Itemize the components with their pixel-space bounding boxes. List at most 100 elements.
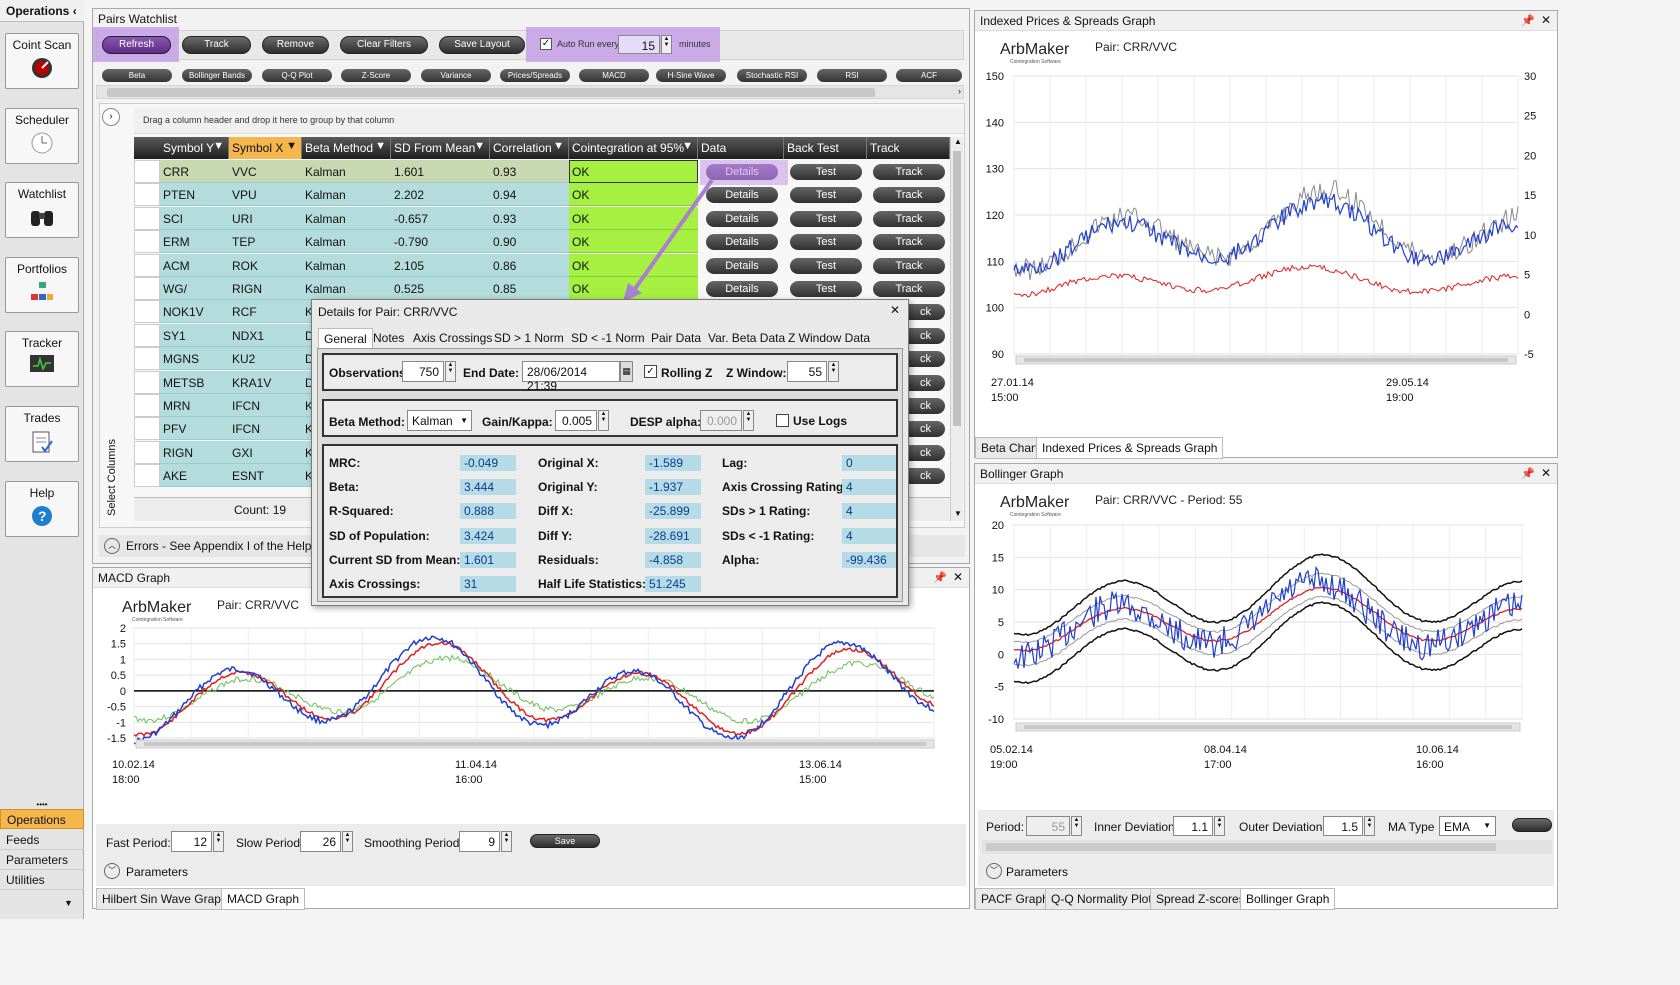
expand-params-icon[interactable]: ﹀	[986, 863, 1002, 879]
details-tab-z-window-data[interactable]: Z Window Data	[788, 331, 871, 345]
track-row-button[interactable]: Track	[873, 187, 945, 203]
pin-icon[interactable]: 📌	[933, 572, 947, 584]
chart-pill-bollinger-bands[interactable]: Bollinger Bands	[182, 69, 252, 82]
column-header-symbol-y[interactable]: Symbol Y ▼	[160, 137, 229, 159]
expand-errors-icon[interactable]: ︿	[104, 538, 120, 554]
table-row[interactable]	[160, 230, 569, 253]
close-icon[interactable]: ✕	[1540, 466, 1551, 480]
row-selector[interactable]	[134, 277, 160, 300]
table-row[interactable]	[160, 464, 312, 487]
chart-pill-q-q-plot[interactable]: Q-Q Plot	[262, 69, 332, 82]
chart-scroll-thumb[interactable]	[1024, 725, 1512, 729]
pills-scroll-thumb[interactable]	[107, 88, 875, 97]
bollinger-params-scrollbar[interactable]	[982, 840, 1552, 854]
period-spinner[interactable]: ▲ ▼	[1071, 816, 1082, 836]
scroll-down-icon[interactable]: ▼	[954, 509, 962, 518]
track-row-button[interactable]: ck	[900, 351, 945, 367]
remove-button[interactable]: Remove	[262, 36, 329, 54]
autorun-checkbox[interactable]: ✓	[540, 38, 552, 50]
period-input[interactable]: 55	[1026, 816, 1070, 836]
table-row[interactable]	[160, 371, 312, 394]
bollinger-params-scroll-thumb[interactable]	[986, 843, 1496, 851]
outer-deviation-input[interactable]: 1.5	[1323, 816, 1363, 836]
scroll-right-icon[interactable]: ›	[958, 86, 961, 96]
row-selector[interactable]	[134, 160, 160, 183]
sidebar-nav-dropdown-icon[interactable]: ▼	[64, 898, 73, 908]
chart-pill-variance[interactable]: Variance	[421, 69, 491, 82]
track-row-button[interactable]: Track	[873, 281, 945, 297]
row-selector[interactable]	[134, 207, 160, 230]
expand-params-icon[interactable]: ﹀	[104, 863, 120, 879]
end-date-input[interactable]: 28/06/2014 21:39	[522, 361, 620, 393]
filter-icon[interactable]: ▼	[213, 140, 224, 152]
refresh-button[interactable]: Refresh	[102, 36, 171, 54]
z-window-input[interactable]: 55	[787, 361, 827, 382]
autorun-minutes-input[interactable]: 15	[618, 35, 660, 54]
save-layout-button[interactable]: Save Layout	[439, 36, 525, 54]
details-button[interactable]: Details	[706, 281, 778, 297]
track-row-button[interactable]: ck	[900, 304, 945, 320]
filter-icon[interactable]: ▼	[375, 140, 386, 152]
column-header-back-test[interactable]: Back Test	[784, 137, 867, 159]
table-row[interactable]	[160, 441, 312, 464]
select-columns-label[interactable]: Select Columns	[106, 438, 118, 516]
filter-icon[interactable]: ▼	[286, 140, 297, 152]
close-icon[interactable]: ✕	[890, 303, 901, 317]
details-tab-axis-crossings[interactable]: Axis Crossings	[413, 331, 493, 345]
track-row-button[interactable]: ck	[900, 398, 945, 414]
expand-grid-icon[interactable]: ›	[102, 108, 120, 126]
chart-pill-macd[interactable]: MACD	[579, 69, 649, 82]
pills-scrollbar[interactable]: ›	[96, 85, 964, 99]
tab-hilbert-sin-wave-graph[interactable]: Hilbert Sin Wave Graph	[96, 888, 234, 910]
table-row[interactable]	[160, 324, 312, 347]
row-selector[interactable]	[134, 464, 160, 487]
row-selector[interactable]	[134, 324, 160, 347]
chart-pill-z-score[interactable]: Z-Score	[341, 69, 411, 82]
track-row-button[interactable]: ck	[900, 445, 945, 461]
pin-icon[interactable]: 📌	[1521, 468, 1535, 480]
tab-indexed-prices-spreads-graph[interactable]: Indexed Prices & Spreads Graph	[1036, 437, 1224, 459]
z-window-spinner[interactable]: ▲ ▼	[828, 361, 839, 382]
outer-deviation-spinner[interactable]: ▲ ▼	[1364, 816, 1375, 836]
sidebar-item-scheduler[interactable]: Scheduler	[5, 108, 79, 164]
filter-icon[interactable]: ▼	[682, 140, 693, 152]
sidebar-item-tracker[interactable]: Tracker	[5, 331, 79, 387]
row-selector[interactable]	[134, 441, 160, 464]
details-tab-notes[interactable]: Notes	[373, 331, 405, 345]
row-selector[interactable]	[134, 417, 160, 440]
row-selector[interactable]	[134, 230, 160, 253]
details-button[interactable]: Details	[706, 211, 778, 227]
sidebar-item-help[interactable]: Help?	[5, 481, 79, 537]
sidebar-header[interactable]: Operations ‹	[0, 0, 84, 22]
track-row-button[interactable]: Track	[873, 258, 945, 274]
fast-period-input[interactable]: 12	[171, 831, 212, 852]
gain-kappa-input[interactable]: 0.005	[555, 410, 597, 431]
track-row-button[interactable]: Track	[873, 234, 945, 250]
row-selector[interactable]	[134, 254, 160, 277]
desp-alpha-input[interactable]: 0.000	[700, 410, 742, 431]
details-tab-sd-1-norm[interactable]: SD < -1 Norm	[571, 331, 645, 345]
smoothing-period-spinner[interactable]: ▲ ▼	[501, 831, 512, 852]
table-row[interactable]	[160, 417, 312, 440]
test-button[interactable]: Test	[790, 234, 862, 250]
track-row-button[interactable]: Track	[873, 164, 945, 180]
rolling-z-checkbox[interactable]: ✓	[644, 365, 657, 378]
slow-period-input[interactable]: 26	[300, 831, 341, 852]
pin-icon[interactable]: 📌	[1521, 15, 1535, 27]
tab-pacf-graph[interactable]: PACF Graph	[975, 888, 1055, 910]
chevron-left-icon[interactable]: ‹	[72, 4, 77, 18]
details-tab-var-beta-data[interactable]: Var. Beta Data	[708, 331, 786, 345]
track-row-button[interactable]: Track	[873, 211, 945, 227]
observations-spinner[interactable]: ▲ ▼	[445, 361, 456, 382]
test-button[interactable]: Test	[790, 258, 862, 274]
table-row[interactable]	[160, 183, 569, 206]
close-icon[interactable]: ✕	[952, 570, 963, 584]
chart-pill-rsi[interactable]: RSI	[817, 69, 887, 82]
observations-input[interactable]: 750	[402, 361, 444, 382]
tab-macd-graph[interactable]: MACD Graph	[221, 888, 306, 910]
calendar-icon[interactable]: ▦	[620, 361, 633, 382]
sidebar-item-portfolios[interactable]: Portfolios	[5, 257, 79, 313]
close-icon[interactable]: ✕	[1540, 13, 1551, 27]
column-header-cointegration-at-95-[interactable]: Cointegration at 95% ▼	[569, 137, 698, 159]
row-selector[interactable]	[134, 183, 160, 206]
